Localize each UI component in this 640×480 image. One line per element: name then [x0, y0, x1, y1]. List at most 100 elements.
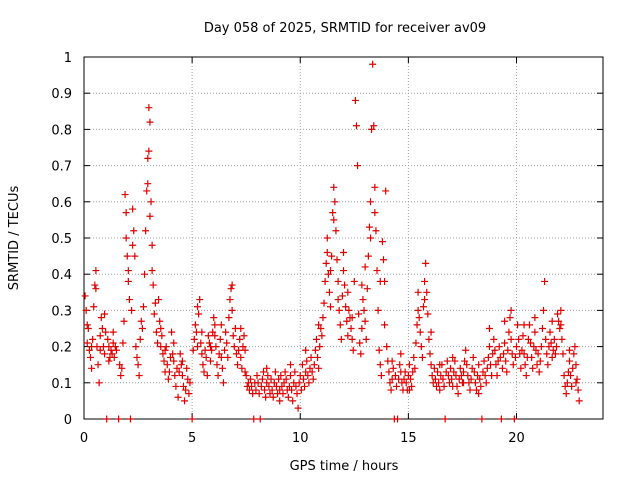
data-point	[520, 321, 528, 329]
data-point	[276, 386, 284, 394]
data-point	[357, 350, 365, 358]
data-point	[266, 390, 274, 398]
data-point	[262, 393, 270, 401]
data-point	[263, 379, 271, 387]
data-point	[463, 361, 471, 369]
data-point	[101, 310, 109, 318]
data-point	[129, 241, 137, 249]
data-point	[480, 357, 488, 365]
y-tick-label: 0.8	[51, 123, 72, 138]
data-point	[171, 372, 179, 380]
data-point	[559, 350, 567, 358]
data-point	[328, 252, 336, 260]
data-point	[117, 372, 125, 380]
data-point	[238, 364, 246, 372]
data-point	[557, 321, 565, 329]
data-point	[355, 310, 363, 318]
data-point	[380, 256, 388, 264]
data-point	[278, 382, 286, 390]
data-point	[332, 227, 340, 235]
data-point	[440, 382, 448, 390]
data-point	[329, 209, 337, 217]
data-point	[280, 379, 288, 387]
data-point	[124, 267, 132, 275]
data-point	[223, 339, 231, 347]
data-point	[96, 332, 104, 340]
data-point	[101, 350, 109, 358]
data-point	[540, 306, 548, 314]
data-point	[248, 382, 256, 390]
data-point	[476, 375, 484, 383]
data-point	[485, 325, 493, 332]
data-point	[150, 310, 158, 318]
data-point	[448, 375, 456, 383]
data-point	[126, 415, 134, 423]
data-point	[568, 382, 576, 390]
data-point	[444, 372, 452, 380]
data-point	[224, 353, 232, 361]
data-point	[83, 339, 91, 347]
data-point	[569, 364, 577, 372]
data-point	[370, 122, 378, 130]
data-point	[364, 252, 372, 260]
data-point	[421, 296, 429, 304]
data-point	[211, 321, 219, 329]
data-point	[421, 277, 429, 285]
data-point	[89, 335, 97, 343]
data-point	[264, 372, 272, 380]
data-point	[244, 379, 252, 387]
data-point	[361, 317, 369, 325]
data-point	[501, 317, 509, 325]
data-point	[467, 375, 475, 383]
data-point	[141, 270, 149, 278]
data-point	[519, 332, 527, 340]
data-point	[104, 335, 112, 343]
data-point	[435, 379, 443, 387]
data-point	[434, 368, 442, 376]
data-point	[466, 386, 474, 394]
data-point	[132, 343, 140, 351]
data-point	[163, 361, 171, 369]
data-point	[402, 379, 410, 387]
data-point	[567, 372, 575, 380]
y-tick-label: 0.4	[51, 268, 72, 283]
data-point	[388, 375, 396, 383]
data-point	[391, 372, 399, 380]
data-point	[407, 375, 415, 383]
data-point	[412, 339, 420, 347]
y-tick-label: 0.2	[51, 341, 72, 356]
data-point	[491, 346, 499, 354]
data-point	[360, 306, 368, 314]
data-point	[98, 325, 106, 332]
data-point	[545, 343, 553, 351]
data-point	[414, 306, 422, 314]
data-point	[144, 180, 152, 188]
data-point	[514, 321, 522, 329]
data-point	[302, 346, 310, 354]
data-point	[125, 296, 133, 304]
data-point	[503, 368, 511, 376]
y-tick-label: 0.9	[51, 87, 72, 102]
data-point	[573, 375, 581, 383]
data-point	[228, 281, 236, 289]
data-point	[202, 353, 210, 361]
data-point	[483, 364, 491, 372]
data-point	[309, 375, 317, 383]
data-point	[338, 292, 346, 300]
data-point	[324, 270, 332, 278]
data-point	[92, 285, 100, 293]
data-point	[511, 353, 519, 361]
data-point	[400, 375, 408, 383]
data-point	[239, 343, 247, 351]
data-point	[179, 382, 187, 390]
data-point	[455, 375, 463, 383]
data-point	[378, 238, 386, 246]
data-point	[411, 364, 419, 372]
data-point	[396, 361, 404, 369]
data-point	[135, 372, 143, 380]
data-point	[199, 361, 207, 369]
data-point	[237, 353, 245, 361]
data-point	[306, 364, 314, 372]
data-point	[142, 227, 150, 235]
data-point	[565, 346, 573, 354]
